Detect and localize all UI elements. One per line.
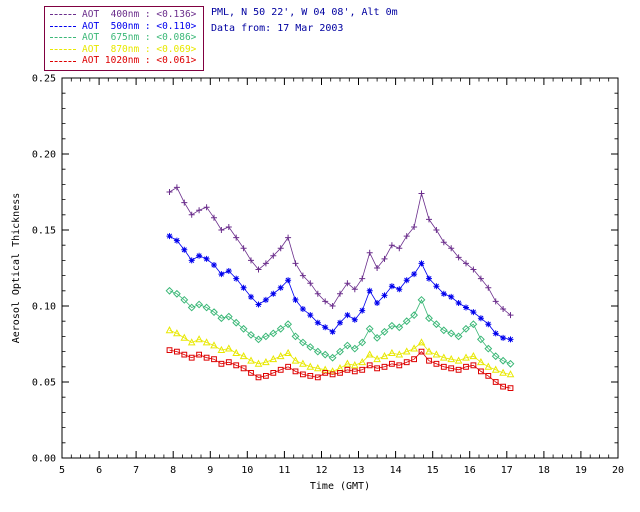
svg-text:11: 11: [278, 465, 290, 476]
svg-text:Aerosol Optical Thickness: Aerosol Optical Thickness: [11, 193, 22, 344]
svg-text:17: 17: [501, 465, 513, 476]
legend-item-400nm: AOT 400nm : <0.136>: [50, 9, 196, 21]
legend-item-500nm: AOT 500nm : <0.110>: [50, 21, 196, 33]
legend-item-675nm: AOT 675nm : <0.086>: [50, 32, 196, 44]
svg-text:5: 5: [59, 465, 65, 476]
svg-text:13: 13: [352, 465, 364, 476]
legend-label-675nm: AOT 675nm : <0.086>: [82, 32, 197, 44]
data-date: Data from: 17 Mar 2003: [211, 23, 344, 34]
svg-text:0.15: 0.15: [32, 226, 56, 237]
svg-text:0.25: 0.25: [32, 74, 56, 85]
svg-text:15: 15: [427, 465, 439, 476]
legend-line-sample-675nm: [50, 37, 76, 39]
station-info: PML, N 50 22', W 04 08', Alt 0m: [211, 7, 398, 18]
legend-line-sample-1020nm: [50, 60, 76, 62]
svg-text:16: 16: [464, 465, 476, 476]
legend-item-870nm: AOT 870nm : <0.069>: [50, 44, 196, 56]
svg-text:14: 14: [390, 465, 402, 476]
legend-label-870nm: AOT 870nm : <0.069>: [82, 43, 197, 55]
legend-line-sample-400nm: [50, 14, 76, 16]
legend-label-400nm: AOT 400nm : <0.136>: [82, 9, 197, 20]
svg-text:0.05: 0.05: [32, 378, 56, 389]
plot-header: PML, N 50 22', W 04 08', Alt 0m Data fro…: [211, 7, 398, 39]
svg-text:19: 19: [575, 465, 587, 476]
svg-text:0.20: 0.20: [32, 150, 56, 161]
legend-item-1020nm: AOT 1020nm : <0.061>: [50, 55, 196, 67]
svg-text:0.10: 0.10: [32, 302, 56, 313]
legend-line-sample-870nm: [50, 49, 76, 51]
legend-label-500nm: AOT 500nm : <0.110>: [82, 20, 197, 32]
legend-line-sample-500nm: [50, 25, 76, 27]
svg-text:12: 12: [315, 465, 327, 476]
svg-text:18: 18: [538, 465, 550, 476]
svg-text:9: 9: [207, 465, 213, 476]
svg-text:20: 20: [612, 465, 624, 476]
svg-text:10: 10: [241, 465, 253, 476]
svg-text:7: 7: [133, 465, 139, 476]
svg-text:8: 8: [170, 465, 176, 476]
legend-label-1020nm: AOT 1020nm : <0.061>: [82, 55, 197, 67]
svg-text:Time (GMT): Time (GMT): [310, 481, 370, 492]
svg-text:0.00: 0.00: [32, 454, 56, 465]
chart-legend: AOT 400nm : <0.136> AOT 500nm : <0.110> …: [44, 6, 205, 71]
svg-text:6: 6: [96, 465, 102, 476]
